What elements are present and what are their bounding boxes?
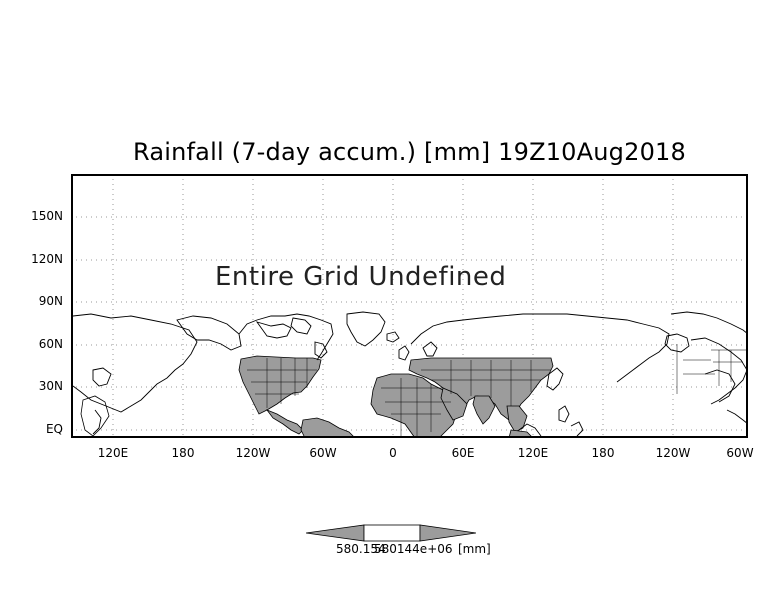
colorbar-left-arrow [306, 524, 365, 542]
north-america-shaded [238, 355, 322, 415]
lon-label: 180 [591, 446, 615, 460]
greenland-outline [346, 311, 386, 347]
south-america-shaded [300, 417, 356, 438]
lat-label: 90N [38, 294, 63, 308]
lon-label: 120W [655, 446, 691, 460]
lat-label: EQ [45, 422, 63, 436]
eurasia-shaded [408, 357, 554, 421]
lon-label: 0 [389, 446, 397, 460]
colorbar-max-label: 580144e+06 [374, 542, 453, 556]
shaded-land [80, 355, 554, 438]
borders [247, 344, 747, 436]
lon-label: 60W [726, 446, 754, 460]
lat-label: 30N [38, 379, 63, 393]
colorbar [306, 524, 476, 542]
se-asia-shaded [506, 405, 528, 433]
lat-label: 150N [31, 209, 63, 223]
colorbar-middle-box [363, 524, 421, 542]
africa-shaded [370, 373, 458, 438]
map-plot-area [71, 174, 748, 438]
lon-label: 120E [97, 446, 129, 460]
india-shaded [472, 395, 496, 425]
undefined-grid-message: Entire Grid Undefined [215, 262, 507, 292]
lon-label: 180 [171, 446, 195, 460]
lon-label: 120W [235, 446, 271, 460]
map-title: Rainfall (7-day accum.) [mm] 19Z10Aug201… [132, 138, 686, 166]
lon-label: 60W [309, 446, 337, 460]
lon-label: 60E [451, 446, 475, 460]
lat-label: 120N [31, 252, 63, 266]
left-edge-landmass [80, 395, 110, 437]
arabia-shaded [440, 387, 468, 421]
lat-label: 60N [38, 337, 63, 351]
colorbar-unit-label: [mm] [458, 542, 491, 556]
colorbar-min-label: 580.154 [336, 542, 386, 556]
colorbar-right-arrow [419, 524, 476, 542]
lon-label: 120E [517, 446, 549, 460]
southern-tip-shaded [508, 429, 534, 438]
central-america-shaded [265, 409, 304, 435]
